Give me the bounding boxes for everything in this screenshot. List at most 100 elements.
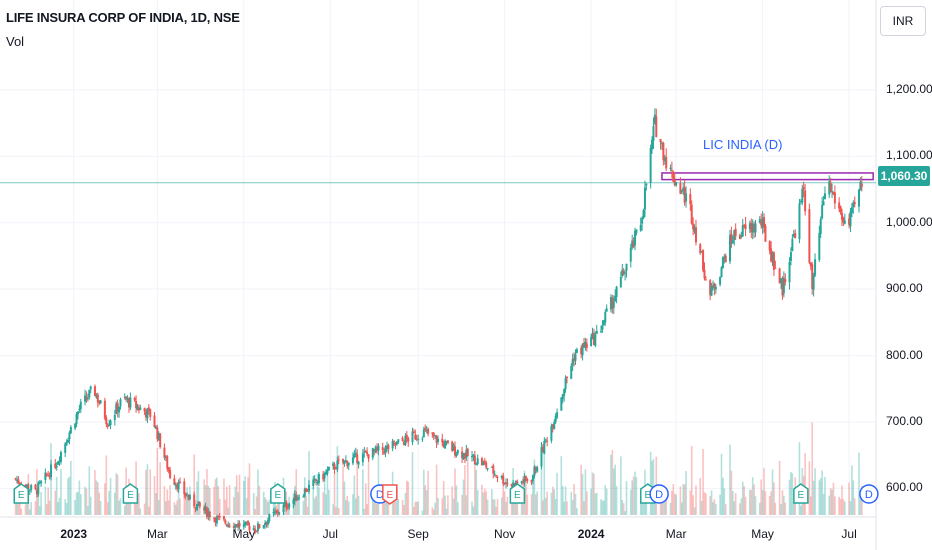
candle-body (205, 507, 208, 517)
volume-bar (713, 499, 716, 515)
candle-body (711, 285, 714, 288)
candle-body (265, 521, 268, 524)
candle-body (427, 428, 430, 434)
candle-body (245, 521, 248, 523)
candle-body (645, 183, 648, 186)
candle-body (176, 484, 179, 490)
volume-bar (834, 496, 836, 515)
volume-bar (455, 485, 458, 515)
volume-bar (773, 482, 775, 515)
y-tick-label: 1,100.00 (886, 148, 932, 163)
candle-body (247, 520, 250, 526)
candle-body (744, 224, 747, 230)
candle-body (763, 217, 766, 226)
volume-bar (533, 459, 536, 515)
currency-selector[interactable]: INR (880, 6, 926, 36)
candle-body (326, 470, 329, 474)
volume-bar (424, 485, 427, 515)
candle-body (446, 440, 449, 443)
volume-bar (94, 470, 96, 515)
candle-body (167, 467, 170, 471)
candle-body (363, 451, 366, 453)
volume-bar (454, 468, 456, 515)
candle-body (612, 301, 615, 308)
volume-bar (832, 482, 835, 515)
volume-bar (421, 510, 424, 515)
candle-body (156, 427, 159, 440)
volume-bar (822, 493, 825, 515)
volume-bar (407, 481, 410, 515)
candle-body (591, 332, 594, 339)
candle-body (84, 395, 87, 402)
candle-body (149, 408, 152, 417)
volume-bar (166, 489, 169, 515)
x-tick-label: Jul (322, 527, 338, 541)
candle-body (306, 490, 309, 492)
candle-body (809, 262, 812, 267)
volume-bar (724, 504, 727, 515)
volume-bar (149, 469, 152, 515)
volume-bar (475, 469, 478, 515)
candle-body (444, 440, 447, 449)
candle-body (561, 394, 564, 399)
candle-body (573, 358, 576, 361)
candle-body (366, 451, 369, 454)
candle-body (702, 250, 705, 271)
volume-bar (199, 504, 201, 515)
candle-body (556, 412, 559, 418)
volume-bar (84, 486, 86, 515)
volume-bar (44, 486, 47, 515)
volume-bar (506, 497, 509, 515)
candle-body (393, 440, 396, 442)
volume-bar (712, 501, 714, 515)
earnings-marker-label: E (798, 490, 805, 501)
volume-bar (540, 462, 543, 515)
candle-body (44, 472, 47, 480)
volume-bar (601, 500, 604, 515)
volume-bar (95, 480, 98, 515)
candle-body (700, 251, 703, 253)
candle-body (48, 475, 51, 478)
volume-bar (482, 492, 485, 515)
candle-body (135, 401, 138, 409)
volume-bar (305, 496, 307, 515)
candle-body (482, 461, 485, 466)
candle-body (724, 255, 727, 263)
volume-bar (632, 476, 635, 515)
volume-bar (396, 488, 398, 515)
candle-body (729, 235, 731, 262)
volume-bar (265, 499, 268, 515)
volume-bar (838, 496, 840, 515)
volume-bar (381, 494, 384, 515)
candle-body (194, 507, 197, 509)
candle-body (45, 474, 48, 476)
candle-body (441, 438, 444, 443)
candle-body (764, 225, 767, 242)
candle-body (709, 280, 712, 296)
volume-bar (743, 486, 745, 515)
volume-bar (692, 495, 694, 515)
volume-bar (97, 482, 99, 515)
volume-bar (156, 447, 159, 515)
volume-bar (720, 453, 723, 515)
volume-bar (669, 502, 672, 515)
volume-bar (492, 499, 495, 515)
candle-body (203, 507, 206, 511)
candle-body (635, 229, 638, 233)
candle-body (794, 233, 797, 238)
candle-body (106, 424, 109, 427)
candle-body (530, 480, 533, 483)
volume-bar (48, 500, 51, 515)
volume-bar (34, 501, 37, 515)
volume-bar (167, 500, 170, 515)
candle-body (590, 337, 593, 347)
candle-body (116, 402, 119, 412)
candle-body (64, 443, 67, 453)
volume-bar (705, 493, 707, 515)
candle-body (224, 520, 227, 524)
candle-body (59, 451, 62, 463)
candle-body (65, 442, 68, 446)
candle-body (673, 179, 676, 186)
candle-body (512, 482, 515, 487)
